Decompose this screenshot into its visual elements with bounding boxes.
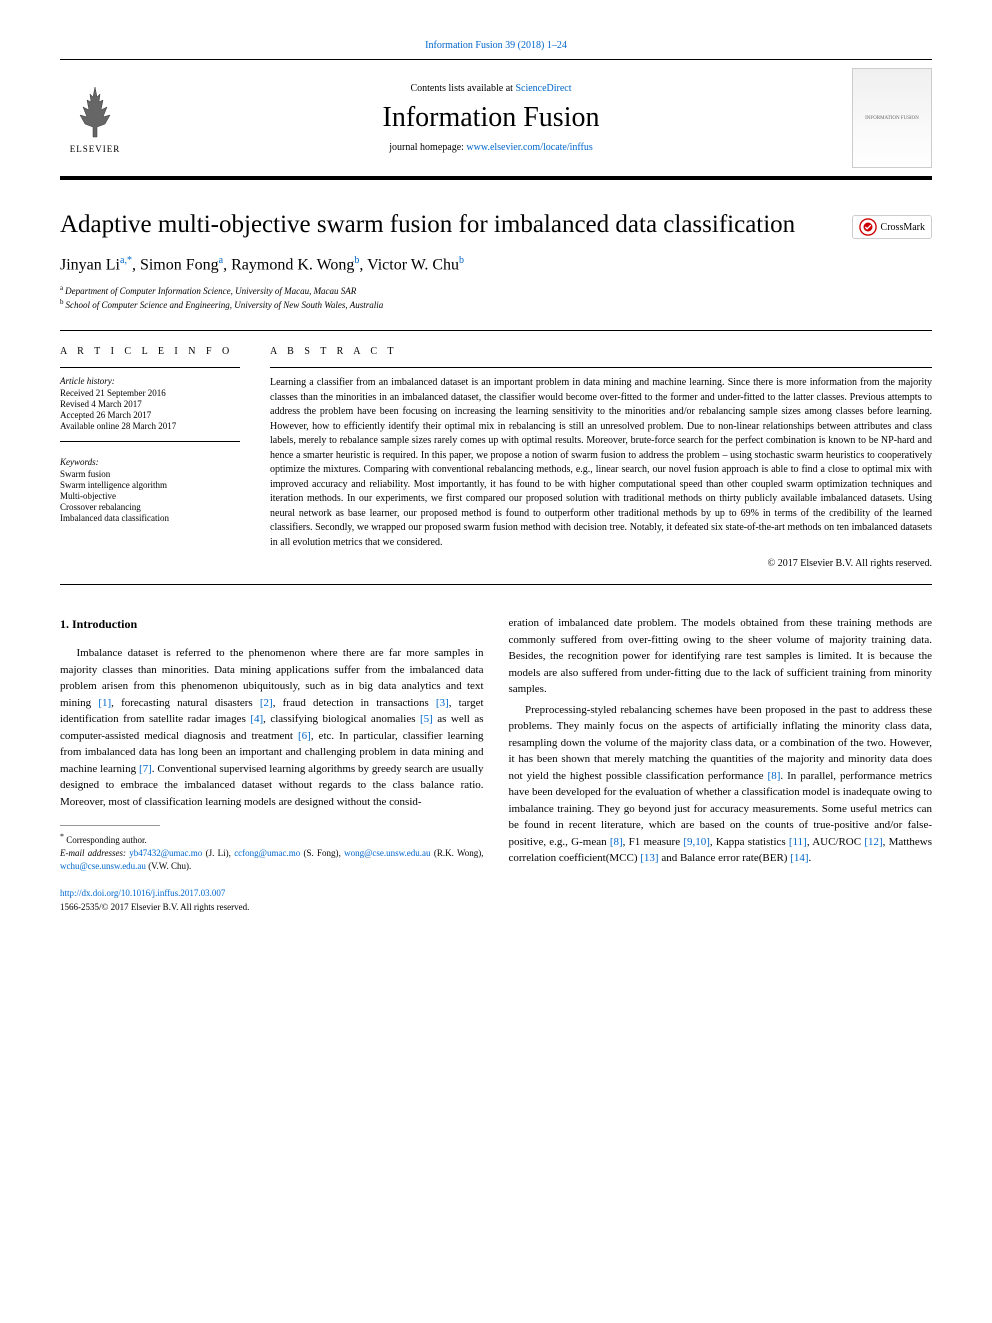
intro-para-1: Imbalance dataset is referred to the phe… xyxy=(60,645,484,810)
journal-cover-thumbnail: INFORMATION FUSION xyxy=(852,68,932,168)
issn-copyright: 1566-2535/© 2017 Elsevier B.V. All right… xyxy=(60,901,484,915)
abstract-column: A B S T R A C T Learning a classifier fr… xyxy=(270,346,932,569)
history-line: Revised 4 March 2017 xyxy=(60,399,240,409)
affiliations: aDepartment of Computer Information Scie… xyxy=(60,284,932,310)
abstract-heading: A B S T R A C T xyxy=(270,346,932,357)
article-title: Adaptive multi-objective swarm fusion fo… xyxy=(60,210,932,240)
history-label: Article history: xyxy=(60,376,240,386)
citation-link[interactable]: [13] xyxy=(640,852,658,864)
affiliation-line: aDepartment of Computer Information Scie… xyxy=(60,284,932,296)
crossmark-label: CrossMark xyxy=(881,222,925,233)
corresponding-author-note: * Corresponding author. xyxy=(60,831,484,847)
footnote-divider xyxy=(60,825,160,826)
history-line: Accepted 26 March 2017 xyxy=(60,410,240,420)
author-email-link[interactable]: wong@cse.unsw.edu.au xyxy=(344,848,430,858)
article-info-heading: A R T I C L E I N F O xyxy=(60,346,240,357)
authors-list: Jinyan Lia,*, Simon Fonga, Raymond K. Wo… xyxy=(60,255,932,274)
author-affil-sup: b xyxy=(354,255,359,266)
section-divider xyxy=(60,584,932,585)
elsevier-logo: ELSEVIER xyxy=(60,78,130,158)
keyword-item: Multi-objective xyxy=(60,491,240,501)
citation-link[interactable]: [2] xyxy=(260,697,273,709)
history-line: Available online 28 March 2017 xyxy=(60,421,240,431)
journal-name: Information Fusion xyxy=(130,102,852,134)
citation-link[interactable]: [5] xyxy=(420,713,433,725)
crossmark-icon xyxy=(859,218,877,236)
contents-prefix: Contents lists available at xyxy=(410,83,515,94)
article-info-column: A R T I C L E I N F O Article history: R… xyxy=(60,346,240,569)
author-affil-sup: a xyxy=(219,255,223,266)
affiliation-line: bSchool of Computer Science and Engineer… xyxy=(60,298,932,310)
history-line: Received 21 September 2016 xyxy=(60,388,240,398)
author-email-link[interactable]: ccfong@umac.mo xyxy=(234,848,300,858)
body-column-right: eration of imbalanced date problem. The … xyxy=(509,615,933,914)
keywords-label: Keywords: xyxy=(60,457,240,467)
homepage-prefix: journal homepage: xyxy=(389,142,466,153)
keyword-item: Swarm fusion xyxy=(60,469,240,479)
citation-link[interactable]: [9,10] xyxy=(683,836,710,848)
citation-link[interactable]: [8] xyxy=(610,836,623,848)
elsevier-tree-icon xyxy=(65,82,125,142)
intro-para-2: Preprocessing-styled rebalancing schemes… xyxy=(509,702,933,867)
section-divider xyxy=(60,330,932,331)
homepage-link[interactable]: www.elsevier.com/locate/inffus xyxy=(466,142,592,153)
body-column-left: 1. Introduction Imbalance dataset is ref… xyxy=(60,615,484,914)
crossmark-badge[interactable]: CrossMark xyxy=(852,215,932,239)
citation-link[interactable]: [14] xyxy=(790,852,808,864)
keyword-item: Crossover rebalancing xyxy=(60,502,240,512)
citation-link[interactable]: [11] xyxy=(789,836,807,848)
citation-link[interactable]: [8] xyxy=(768,770,781,782)
author-affil-sup: a,* xyxy=(120,255,132,266)
intro-heading: 1. Introduction xyxy=(60,615,484,633)
author-email-link[interactable]: wchu@cse.unsw.edu.au xyxy=(60,861,146,871)
publisher-name: ELSEVIER xyxy=(70,144,121,154)
journal-header: ELSEVIER Contents lists available at Sci… xyxy=(60,59,932,180)
author-affil-sup: b xyxy=(459,255,464,266)
abstract-text: Learning a classifier from an imbalanced… xyxy=(270,376,932,550)
keyword-item: Imbalanced data classification xyxy=(60,513,240,523)
citation-link[interactable]: [4] xyxy=(250,713,263,725)
citation-link[interactable]: [6] xyxy=(298,730,311,742)
citation-link[interactable]: [1] xyxy=(98,697,111,709)
journal-reference: Information Fusion 39 (2018) 1–24 xyxy=(60,40,932,51)
author-email-link[interactable]: yb47432@umac.mo xyxy=(129,848,202,858)
abstract-copyright: © 2017 Elsevier B.V. All rights reserved… xyxy=(270,558,932,569)
keyword-item: Swarm intelligence algorithm xyxy=(60,480,240,490)
citation-link[interactable]: [7] xyxy=(139,763,152,775)
citation-link[interactable]: [12] xyxy=(864,836,882,848)
email-addresses: E-mail addresses: yb47432@umac.mo (J. Li… xyxy=(60,847,484,872)
intro-para-1-cont: eration of imbalanced date problem. The … xyxy=(509,615,933,698)
citation-link[interactable]: [3] xyxy=(436,697,449,709)
doi-link[interactable]: http://dx.doi.org/10.1016/j.inffus.2017.… xyxy=(60,888,225,898)
sciencedirect-link[interactable]: ScienceDirect xyxy=(515,83,571,94)
